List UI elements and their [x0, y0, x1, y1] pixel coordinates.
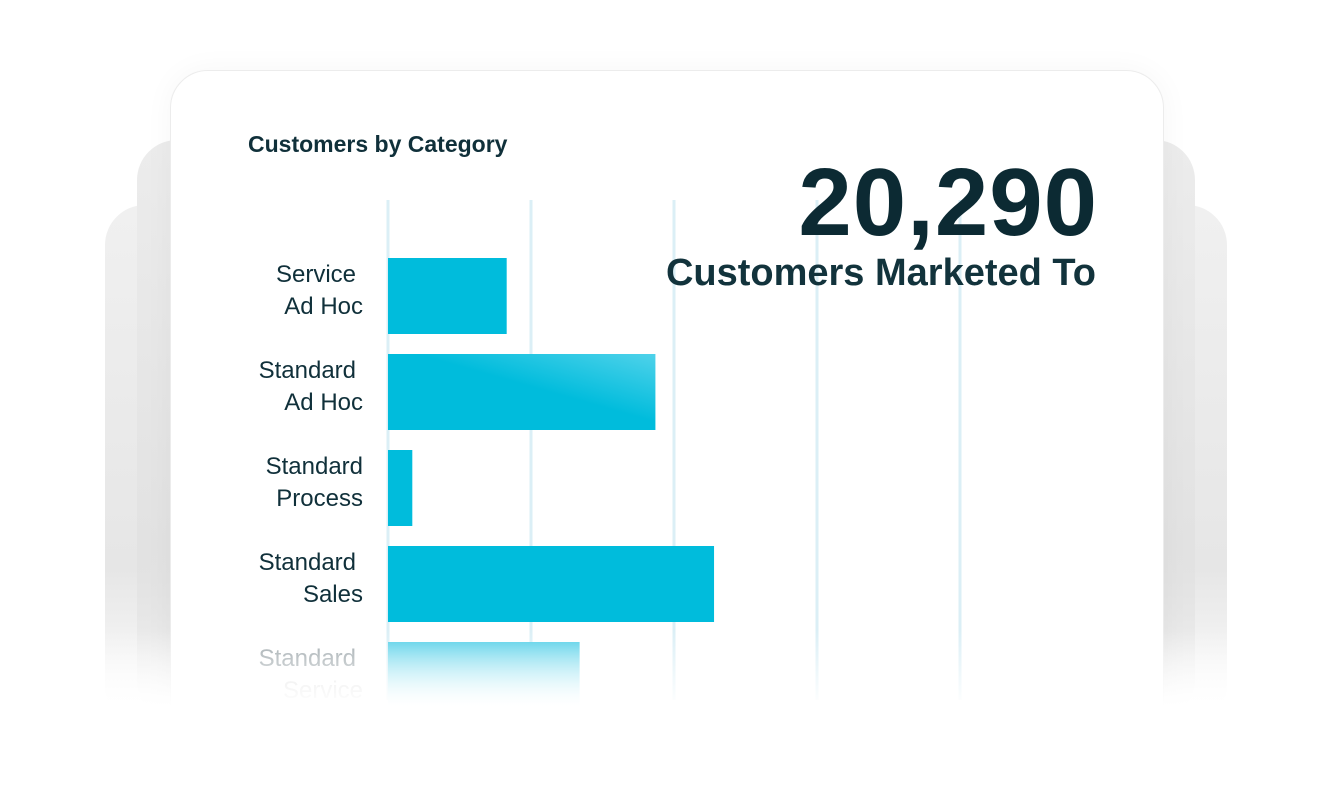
category-label: Service	[276, 261, 356, 288]
category-label: Ad Hoc	[284, 389, 363, 416]
category-label: Standard	[266, 453, 363, 480]
bar	[388, 546, 715, 622]
category-label: Process	[276, 485, 363, 512]
bar	[388, 258, 507, 334]
kpi-label: Customers Marketed To	[665, 252, 1096, 294]
category-label: Standard	[259, 357, 356, 384]
category-label: Ad Hoc	[284, 293, 363, 320]
chart-title: Customers by Category	[248, 131, 508, 157]
category-label: Standard	[259, 549, 356, 576]
bar	[388, 450, 413, 526]
kpi-value: 20,290	[798, 149, 1098, 256]
bar	[388, 354, 656, 430]
bottom-fade	[0, 630, 1332, 800]
category-label: Sales	[303, 581, 363, 608]
